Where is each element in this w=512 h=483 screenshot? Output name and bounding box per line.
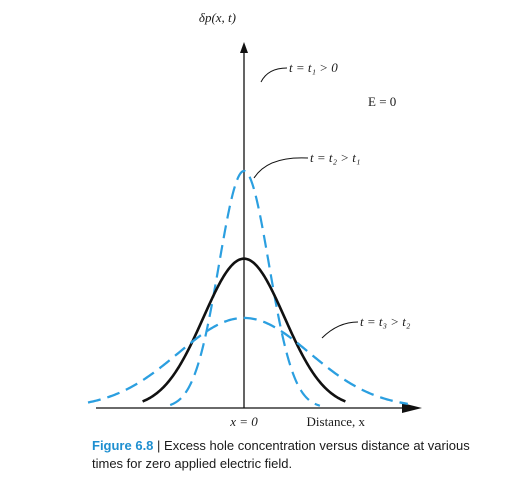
field-label: E = 0 <box>368 94 396 109</box>
figure-number: Figure 6.8 <box>92 438 154 453</box>
series-label-3: t = t₃ > t₂ <box>360 314 411 329</box>
series-label-2: t = t₂ > t₁ <box>310 150 360 165</box>
caption-separator: | <box>153 438 165 453</box>
series-curve-3 <box>87 316 408 405</box>
y-axis-label: δp(x, t) <box>199 10 236 25</box>
curves <box>87 169 408 407</box>
y-axis-arrow <box>240 42 248 53</box>
series-leader-1 <box>260 67 288 83</box>
series-leader-2 <box>253 157 309 179</box>
x-axis-arrow <box>402 403 422 413</box>
labels: t = t₁ > 0 t = t₂ > t₁ t = t₃ > t₂ δp(x, t)… <box>199 10 411 429</box>
series-curve-2 <box>142 257 346 403</box>
diffusion-chart: t = t₁ > 0 t = t₂ > t₁ t = t₃ > t₂ δp(x, t)… <box>87 10 422 429</box>
caption-text: Excess hole concentration versus distanc… <box>92 438 470 471</box>
figure-caption: Figure 6.8 | Excess hole concentration v… <box>92 437 492 473</box>
series-label-1: t = t₁ > 0 <box>289 60 338 75</box>
series-leader-3 <box>321 321 359 339</box>
axes <box>96 42 422 413</box>
x-origin-label: x = 0 <box>229 414 258 429</box>
x-axis-label: Distance, x <box>307 414 366 429</box>
series-curve-1 <box>169 169 321 407</box>
